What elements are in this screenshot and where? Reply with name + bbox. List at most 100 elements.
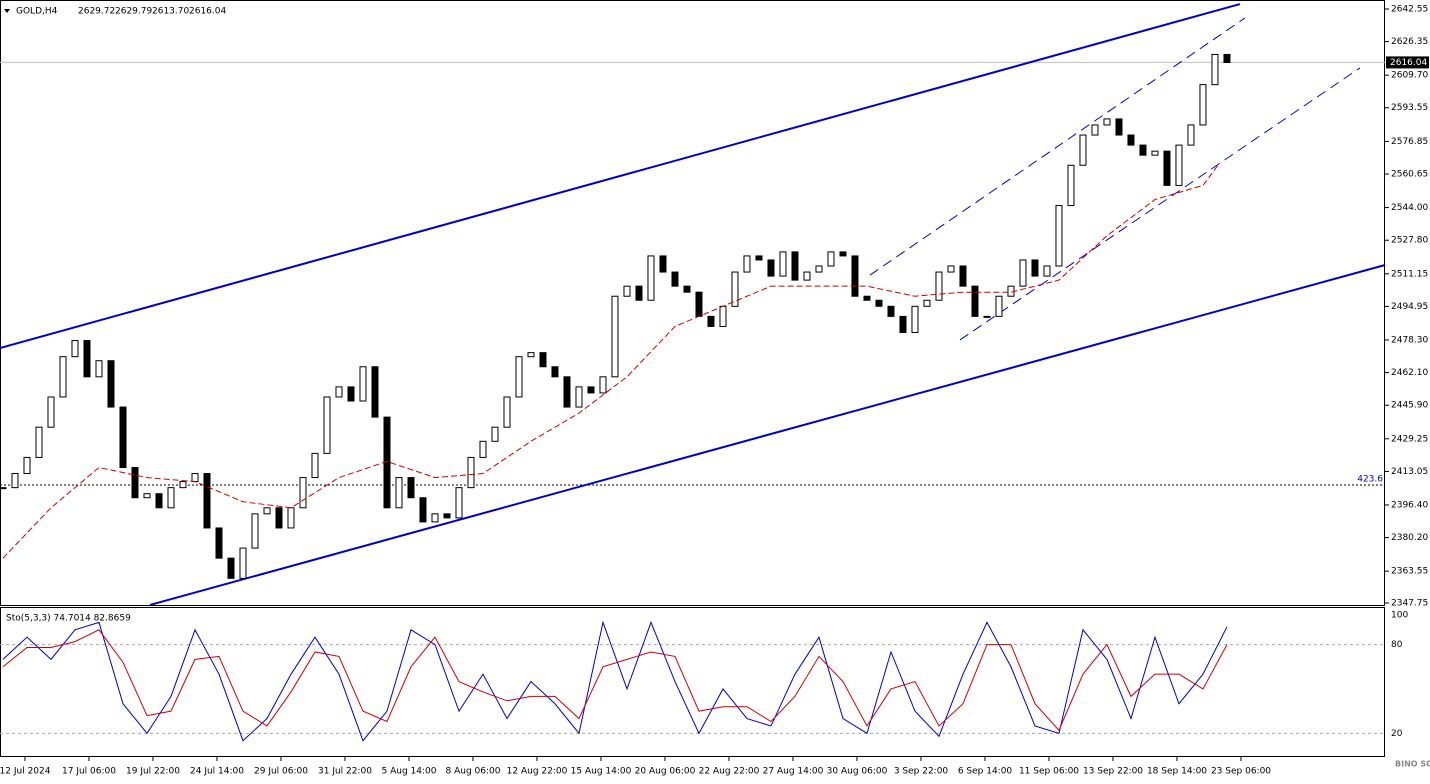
y-tick-label: 2380.20 [1391,533,1428,543]
candle [359,366,367,402]
candle [515,356,523,398]
y-tick-label: 2593.55 [1391,103,1428,113]
candle [0,487,7,490]
oscillator-line [2,629,1228,732]
candle [839,251,847,257]
candle [1079,134,1087,166]
candle [779,251,787,277]
candle [803,271,811,281]
candle [911,305,919,333]
candle [827,251,835,267]
candle [431,513,439,523]
candle [59,356,67,398]
y-tick-label: 2511.15 [1391,269,1428,279]
x-tick-label: 24 Jul 14:00 [190,767,244,777]
oscillator-title: Sto(5,3,3) 74.7014 82.8659 [6,614,131,624]
header-value: 2629.72 [78,7,115,17]
candle [959,265,967,287]
y-tick-label: 2609.70 [1391,71,1428,81]
x-tick-label: 8 Aug 06:00 [446,767,501,777]
osc-tick-label: 80 [1391,640,1403,650]
trend-line [959,67,1361,341]
candle [695,291,703,317]
x-tick-label: 18 Sep 14:00 [1147,767,1207,777]
candle [635,285,643,301]
x-tick-label: 19 Jul 22:00 [126,767,180,777]
y-tick-label: 2363.55 [1391,567,1428,577]
x-tick-label: 12 Aug 22:00 [507,767,568,777]
candle [1103,118,1111,126]
candle [707,315,715,327]
candle [395,477,403,509]
candle [1175,144,1183,186]
candle [1019,259,1027,287]
oscillator-line [2,620,1228,742]
oscillator-panel [0,607,1385,757]
candle [251,513,259,549]
candle [1067,164,1075,207]
candle [191,473,199,483]
candle [203,473,211,529]
candle [1151,150,1159,156]
x-tick-label: 29 Jul 06:00 [254,767,308,777]
candle [347,386,355,402]
candle [1031,259,1039,277]
x-tick-label: 3 Sep 22:00 [894,767,949,777]
candle [1139,144,1147,156]
candle [743,255,751,273]
y-tick-label: 2527.80 [1391,236,1428,246]
candle [683,285,691,293]
candle [467,456,475,489]
candle [791,251,799,281]
moving-average [2,164,1219,559]
candle [611,295,619,378]
candle [851,255,859,297]
candle [1043,265,1051,277]
candle [1115,118,1123,136]
candle [131,466,139,499]
header-value: 2629.79 [115,7,152,17]
x-tick-label: 13 Sep 22:00 [1083,767,1143,777]
candle [167,487,175,509]
candle [659,255,667,273]
candle [527,352,535,358]
candle [767,259,775,277]
candle [539,352,547,368]
y-tick-label: 2494.95 [1391,302,1428,312]
level-label: 423.6 [1357,475,1383,485]
candle [1223,53,1231,63]
trend-line [149,264,1386,606]
main-panel [0,0,1385,606]
x-tick-label: 15 Aug 14:00 [571,767,632,777]
candle [107,360,115,408]
candle [815,265,823,273]
candle [95,360,103,378]
y-tick-label: 2576.85 [1391,137,1428,147]
x-tick-label: 12 Jul 2024 [0,767,51,777]
candle [227,557,235,579]
candle [1091,124,1099,136]
candle [311,452,319,479]
candle [335,386,343,398]
y-tick-label: 2396.40 [1391,500,1428,510]
y-tick-label: 2642.55 [1391,5,1428,15]
candle [23,456,31,475]
candle [119,406,127,468]
x-tick-label: 6 Sep 14:00 [958,767,1013,777]
candle [11,473,19,489]
x-tick-label: 30 Aug 06:00 [827,767,888,777]
y-tick-label: 2560.65 [1391,170,1428,180]
candle [623,285,631,297]
y-tick-label: 2413.05 [1391,467,1428,477]
header-value: 2616.04 [189,7,226,17]
candle [323,396,331,454]
candle [551,366,559,378]
candle [671,271,679,287]
candle [407,477,415,499]
candle [947,265,955,273]
watermark: BINO SOUND [1395,760,1430,769]
osc-tick-label: 100 [1391,611,1408,621]
candle [719,305,727,327]
candle [479,440,487,458]
candle [1163,150,1171,186]
